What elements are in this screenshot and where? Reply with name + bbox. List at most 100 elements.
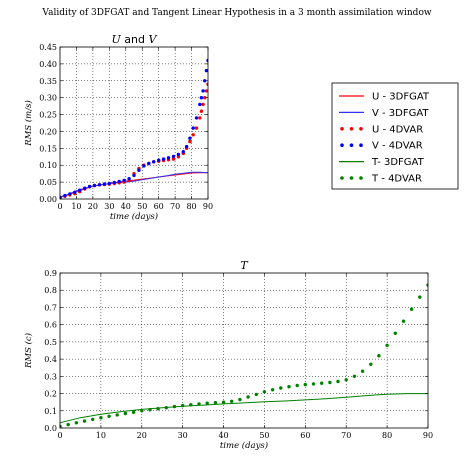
x-tick-label: 80	[382, 431, 392, 440]
x-tick-label: 10	[71, 202, 81, 211]
legend-swatch-dot	[340, 143, 344, 147]
plot-frame	[59, 272, 429, 429]
y-axis-label: RMS (c)	[23, 333, 34, 369]
series-point-v-4dvar	[204, 68, 208, 73]
y-tick-label: 0.45	[39, 43, 57, 52]
y-tick-label: 0.40	[39, 60, 57, 69]
y-tick-label: 0.8	[44, 286, 57, 295]
series-point-v-4dvar	[117, 179, 121, 184]
x-tick-label: 90	[423, 431, 433, 440]
series-point-v-4dvar	[166, 156, 171, 160]
series-point-v-4dvar	[68, 192, 72, 196]
y-tick-label: 0.2	[44, 390, 57, 399]
series-point-t-4dvar	[91, 417, 95, 422]
series-point-t-4dvar	[360, 369, 365, 373]
series-point-v-4dvar	[199, 96, 204, 100]
series-point-t-4dvar	[99, 416, 103, 420]
series-point-v-4dvar	[198, 102, 202, 107]
series-point-t-4dvar	[393, 331, 397, 335]
series-point-v-4dvar	[157, 158, 161, 162]
x-tick-label: 80	[186, 202, 196, 211]
legend-swatch-dot	[340, 127, 344, 131]
series-point-v-4dvar	[112, 180, 117, 185]
series-point-v-4dvar	[147, 161, 151, 166]
y-tick-label: 0.20	[39, 127, 57, 136]
series-point-u-4dvar	[199, 109, 204, 113]
series-point-t-4dvar	[344, 378, 348, 382]
series-point-t-4dvar	[74, 421, 79, 425]
series-point-v-4dvar	[142, 164, 146, 168]
legend-label: U - 3DFGAT	[372, 92, 430, 103]
series-point-v-4dvar	[137, 168, 141, 172]
series-point-t-4dvar	[181, 403, 185, 408]
series-point-u-4dvar	[203, 96, 207, 100]
y-tick-label: 0.00	[39, 195, 57, 204]
y-tick-label: 0.05	[39, 178, 57, 187]
series-point-t-4dvar	[401, 319, 406, 323]
plot-title: T	[240, 259, 249, 272]
y-tick-label: 0.10	[39, 161, 57, 170]
legend-swatch-dot	[349, 143, 354, 147]
x-tick-label: 30	[104, 202, 114, 211]
x-tick-label: 50	[259, 431, 269, 440]
x-tick-label: 40	[121, 202, 131, 211]
series-point-v-4dvar	[107, 181, 112, 186]
plot-title-part: and	[121, 33, 149, 46]
y-tick-label: 0.6	[44, 321, 57, 330]
y-tick-label: 0.35	[39, 77, 57, 86]
series-point-t-4dvar	[156, 407, 160, 411]
series-point-t-4dvar	[205, 401, 209, 405]
series-point-v-4dvar	[176, 152, 181, 157]
series-point-t-4dvar	[328, 380, 332, 385]
series-point-t-4dvar	[385, 343, 389, 347]
legend-swatch-dot	[359, 143, 363, 147]
plot-title: U and V	[112, 33, 158, 46]
series-point-v-4dvar	[78, 188, 82, 192]
series-point-t-4dvar	[230, 399, 234, 403]
series-point-v-4dvar	[152, 160, 156, 164]
series-point-v-4dvar	[132, 173, 136, 178]
y-axis-label: RMS (m/s)	[23, 100, 34, 147]
series-point-t-4dvar	[311, 382, 316, 386]
x-tick-label: 90	[203, 202, 213, 211]
series-point-t-4dvar	[66, 422, 70, 427]
series-point-v-4dvar	[122, 178, 126, 183]
series-point-t-4dvar	[377, 354, 381, 358]
series-point-u-4dvar	[188, 139, 192, 144]
series-point-v-4dvar	[87, 184, 92, 189]
series-point-t-4dvar	[418, 295, 422, 299]
series-point-u-4dvar	[171, 157, 176, 161]
series-group	[60, 283, 428, 428]
series-point-t-4dvar	[254, 392, 258, 397]
y-tick-label: 0.25	[39, 111, 57, 120]
x-tick-label: 70	[170, 202, 180, 211]
x-axis-label: time (days)	[110, 211, 158, 222]
series-point-t-4dvar	[369, 362, 373, 366]
series-point-t-4dvar	[213, 401, 218, 405]
series-group	[60, 58, 208, 199]
series-point-v-4dvar	[83, 186, 87, 190]
x-tick-label: 60	[300, 431, 310, 440]
plot-frame	[59, 46, 209, 200]
series-point-v-4dvar	[102, 182, 107, 186]
figure-suptitle: Validity of 3DFGAT and Tangent Linear Hy…	[41, 8, 431, 18]
series-point-v-4dvar	[171, 154, 176, 159]
series-point-t-4dvar	[287, 385, 291, 389]
series-point-t-4dvar	[172, 404, 177, 409]
legend-label: T - 4DVAR	[371, 174, 422, 185]
series-point-t-4dvar	[409, 307, 414, 311]
legend-swatch-dot	[349, 127, 354, 131]
series-point-u-4dvar	[206, 82, 208, 86]
series-point-u-4dvar	[204, 89, 208, 93]
series-point-v-4dvar	[206, 58, 208, 63]
legend-swatch-dot	[359, 176, 363, 180]
y-tick-label: 0.5	[44, 338, 57, 347]
y-tick-label: 0.15	[39, 144, 57, 153]
series-point-t-4dvar	[295, 383, 299, 388]
legend-box	[331, 82, 459, 190]
legend-label: V - 3DFGAT	[372, 108, 429, 119]
series-point-t-4dvar	[279, 386, 283, 390]
series-point-t-4dvar	[197, 402, 201, 406]
series-line-t-3dfgat	[60, 393, 428, 424]
